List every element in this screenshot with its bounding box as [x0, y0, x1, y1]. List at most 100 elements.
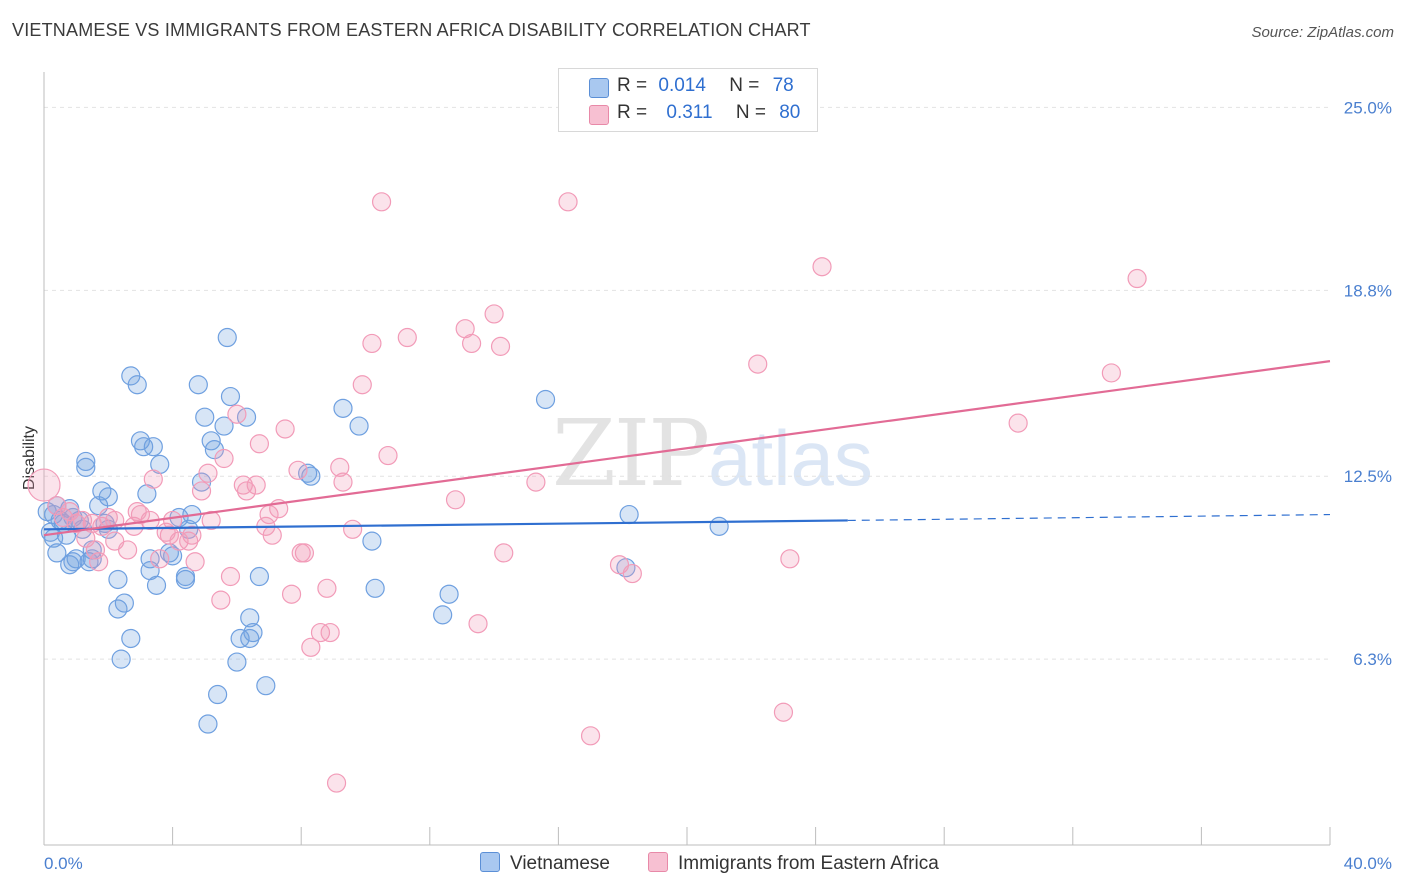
- chart-title: VIETNAMESE VS IMMIGRANTS FROM EASTERN AF…: [12, 20, 811, 40]
- point-eastern-africa-30: [249, 434, 270, 454]
- point-eastern-africa-38: [301, 637, 321, 657]
- point-vietnamese-39: [214, 416, 234, 436]
- point-eastern-africa-14: [130, 504, 151, 525]
- point-eastern-africa-55: [494, 543, 514, 563]
- trendline-eastern-africa: [43, 360, 1331, 537]
- point-eastern-africa-68: [85, 540, 106, 560]
- point-eastern-africa-51: [461, 333, 482, 354]
- trendline-extension-vietnamese: [847, 513, 1331, 522]
- point-vietnamese-25: [143, 437, 163, 457]
- point-eastern-africa-32: [262, 525, 282, 545]
- point-vietnamese-53: [365, 578, 385, 598]
- point-eastern-africa-12: [117, 540, 138, 560]
- point-eastern-africa-64: [812, 257, 832, 277]
- point-eastern-africa-36: [288, 460, 308, 480]
- point-eastern-africa-39: [310, 622, 331, 643]
- bottom-legend-eastern-africa: Immigrants from Eastern Africa: [648, 852, 939, 875]
- point-eastern-africa-53: [484, 304, 504, 324]
- watermark-atlas: atlas: [708, 414, 873, 502]
- point-vietnamese-74: [134, 437, 154, 457]
- point-eastern-africa-73: [159, 525, 179, 545]
- point-eastern-africa-47: [378, 445, 398, 466]
- point-eastern-africa-34: [275, 419, 295, 439]
- point-eastern-africa-27: [227, 404, 247, 424]
- point-eastern-africa-71: [236, 481, 257, 501]
- legend-n-value: 80: [779, 102, 801, 123]
- point-vietnamese-60: [111, 649, 131, 669]
- point-eastern-africa-65: [1008, 413, 1028, 433]
- point-vietnamese-72: [108, 569, 128, 590]
- point-eastern-africa-45: [362, 333, 382, 354]
- point-vietnamese-40: [217, 327, 237, 348]
- bottom-legend-label-eastern-africa: Immigrants from Eastern Africa: [678, 853, 939, 874]
- legend-text-vietnamese: R = 0.014 N = 78: [617, 75, 794, 97]
- point-vietnamese-4: [47, 543, 67, 563]
- legend-r-label: R =: [617, 75, 648, 96]
- legend-swatch-vietnamese: [589, 78, 609, 98]
- point-vietnamese-35: [195, 407, 215, 427]
- watermark: ZIPatlas: [552, 400, 873, 507]
- point-eastern-africa-57: [558, 192, 578, 212]
- point-vietnamese-59: [709, 516, 729, 536]
- point-vietnamese-55: [439, 584, 459, 604]
- point-eastern-africa-35: [281, 584, 302, 604]
- bottom-legend-label-vietnamese: Vietnamese: [510, 853, 610, 874]
- point-eastern-africa-56: [526, 472, 546, 492]
- point-eastern-africa-67: [1127, 268, 1147, 289]
- y-tick-label-2: 18.8%: [1344, 281, 1392, 300]
- point-vietnamese-20: [114, 593, 134, 613]
- point-vietnamese-58: [619, 504, 639, 525]
- source-label: Source: ZipAtlas.com: [1251, 24, 1394, 41]
- point-eastern-africa-23: [191, 481, 212, 501]
- legend-r-label: R =: [617, 102, 648, 123]
- point-eastern-africa-41: [326, 773, 347, 793]
- point-vietnamese-66: [175, 569, 196, 590]
- watermark-zip: ZIP: [552, 400, 710, 507]
- point-eastern-africa-74: [259, 504, 279, 525]
- point-eastern-africa-60: [622, 563, 642, 584]
- point-eastern-africa-54: [490, 336, 511, 356]
- point-eastern-africa-78: [198, 463, 218, 483]
- point-eastern-africa-72: [182, 525, 202, 545]
- point-eastern-africa-76: [330, 457, 350, 477]
- point-eastern-africa-70: [220, 566, 241, 587]
- point-vietnamese-50: [333, 398, 353, 418]
- point-eastern-africa-44: [352, 375, 372, 395]
- point-eastern-africa-22: [185, 552, 205, 572]
- point-eastern-africa-0: [27, 468, 61, 502]
- point-vietnamese-51: [349, 416, 369, 436]
- point-eastern-africa-52: [468, 614, 488, 634]
- bottom-legend-swatch-vietnamese: [480, 852, 500, 872]
- point-vietnamese-13: [79, 552, 99, 572]
- point-eastern-africa-17: [150, 549, 170, 569]
- point-eastern-africa-40: [317, 578, 337, 598]
- legend-n-value: 78: [772, 75, 794, 96]
- point-eastern-africa-25: [211, 590, 231, 610]
- x-tick-label-min: 0.0%: [44, 854, 83, 873]
- y-tick-label-1: 12.5%: [1344, 467, 1392, 486]
- point-vietnamese-67: [240, 628, 260, 649]
- point-eastern-africa-48: [397, 327, 417, 348]
- point-vietnamese-68: [198, 714, 218, 734]
- legend-n-label: N =: [735, 102, 766, 123]
- point-eastern-africa-8: [89, 552, 109, 572]
- legend-r-value: 0.311: [666, 102, 713, 123]
- legend-r-value: 0.014: [658, 75, 706, 96]
- point-eastern-africa-24: [201, 510, 221, 531]
- point-eastern-africa-26: [214, 448, 234, 469]
- y-tick-label-0: 6.3%: [1353, 650, 1392, 669]
- legend-swatch-eastern-africa: [589, 105, 609, 125]
- point-vietnamese-48: [256, 676, 276, 696]
- y-axis-label: Disability: [21, 426, 38, 490]
- legend: R = 0.014 N = 78 R = 0.311 N = 80: [558, 68, 818, 132]
- point-eastern-africa-61: [748, 354, 768, 374]
- point-vietnamese-69: [76, 451, 96, 472]
- point-vietnamese-47: [249, 566, 270, 587]
- point-eastern-africa-58: [580, 726, 601, 746]
- point-vietnamese-33: [188, 375, 208, 395]
- bottom-legend-vietnamese: Vietnamese: [480, 852, 610, 875]
- point-eastern-africa-42: [333, 472, 353, 492]
- point-eastern-africa-21: [179, 531, 199, 551]
- point-vietnamese-52: [362, 531, 382, 551]
